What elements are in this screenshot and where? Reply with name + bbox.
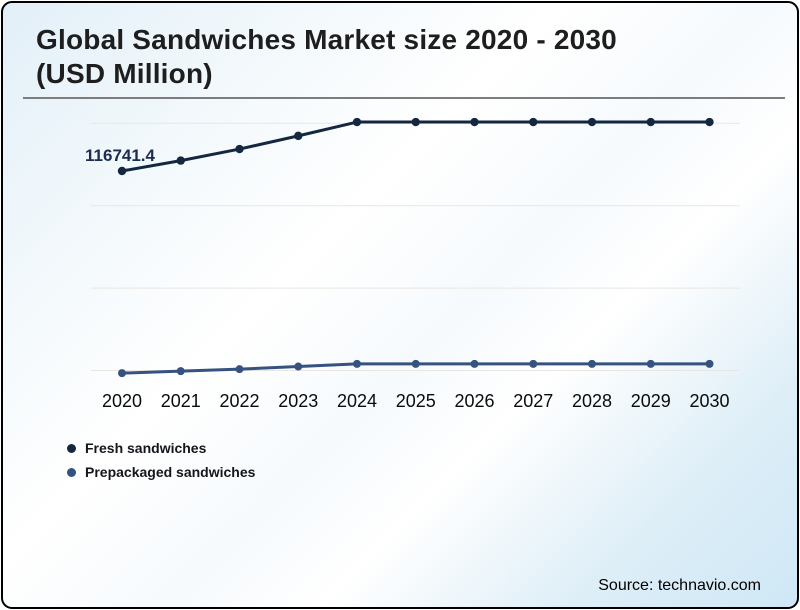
data-point-fresh-sandwiches-2030: [705, 117, 714, 127]
data-point-fresh-sandwiches-2027: [529, 117, 538, 127]
data-point-fresh-sandwiches-2021: [176, 156, 185, 165]
x-axis-label-2029: 2029: [631, 391, 671, 411]
data-point-fresh-sandwiches-2029: [646, 117, 655, 127]
x-axis-label-2021: 2021: [161, 391, 201, 411]
data-point-prepackaged-sandwiches-2028: [588, 359, 596, 368]
chart-title: Global Sandwiches Market size 2020 - 203…: [36, 24, 617, 89]
fresh-sandwiches-bullet-icon: [67, 443, 76, 453]
x-axis-label-2030: 2030: [689, 391, 729, 411]
data-point-prepackaged-sandwiches-2025: [411, 359, 420, 368]
legend-label: Fresh sandwiches: [85, 440, 207, 456]
data-point-fresh-sandwiches-2025: [411, 117, 420, 127]
market-line-chart: 116741.4 2020 2021 2022 2023 2024 2025 2026 2027…: [85, 117, 740, 411]
data-point-fresh-sandwiches-2028: [587, 117, 597, 127]
fresh-sandwiches-line: [120, 120, 711, 173]
legend-item-prepackaged-sandwiches: Prepackaged sandwiches: [67, 460, 255, 484]
x-axis-label-2020: 2020: [102, 391, 142, 411]
x-axis-label-2027: 2027: [513, 391, 553, 411]
x-axis-label-2028: 2028: [572, 391, 612, 411]
data-point-prepackaged-sandwiches-2023: [294, 362, 303, 371]
data-point-prepackaged-sandwiches-2030: [705, 359, 714, 368]
x-axis-label-2025: 2025: [396, 391, 436, 411]
x-axis-label-2026: 2026: [454, 391, 494, 411]
legend-label: Prepackaged sandwiches: [85, 464, 256, 480]
data-point-prepackaged-sandwiches-2029: [646, 359, 655, 368]
data-point-prepackaged-sandwiches-2021: [176, 367, 185, 376]
data-point-fresh-sandwiches-2022: [235, 144, 244, 154]
data-point-prepackaged-sandwiches-2027: [529, 359, 538, 368]
source-attribution: Source: technavio.com: [598, 577, 761, 594]
prepackaged-sandwiches-bullet-icon: [67, 467, 76, 477]
data-point-prepackaged-sandwiches-2024: [353, 359, 361, 368]
x-axis-label-2023: 2023: [278, 391, 318, 411]
data-point-fresh-sandwiches-2024: [352, 117, 362, 127]
title-divider: [23, 97, 785, 99]
data-point-prepackaged-sandwiches-2022: [235, 365, 244, 374]
legend-item-fresh-sandwiches: Fresh sandwiches: [67, 436, 255, 460]
data-point-prepackaged-sandwiches-2026: [470, 359, 479, 368]
data-point-fresh-sandwiches-2020: [117, 166, 127, 176]
chart-legend: Fresh sandwiches Prepackaged sandwiches: [67, 436, 255, 484]
point-value-label: 116741.4: [85, 146, 156, 165]
x-axis-label-2022: 2022: [219, 391, 259, 411]
data-point-prepackaged-sandwiches-2020: [118, 369, 126, 378]
x-axis-label-2024: 2024: [337, 391, 377, 411]
data-point-fresh-sandwiches-2023: [294, 131, 303, 141]
data-point-fresh-sandwiches-2026: [470, 117, 479, 127]
